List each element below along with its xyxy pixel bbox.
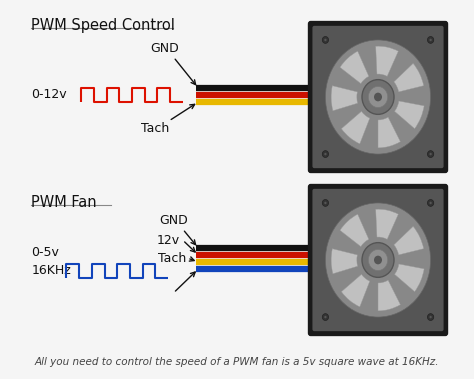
Circle shape: [428, 151, 434, 158]
Circle shape: [362, 243, 394, 277]
Wedge shape: [341, 274, 370, 307]
FancyBboxPatch shape: [312, 189, 444, 331]
Circle shape: [428, 36, 434, 43]
Circle shape: [326, 203, 430, 317]
Wedge shape: [340, 51, 369, 84]
Wedge shape: [376, 46, 398, 76]
Wedge shape: [378, 117, 401, 148]
Text: Tach: Tach: [158, 252, 187, 265]
FancyBboxPatch shape: [312, 26, 444, 168]
Circle shape: [428, 314, 434, 321]
Wedge shape: [378, 280, 401, 311]
Wedge shape: [331, 86, 358, 111]
Wedge shape: [340, 214, 369, 247]
Wedge shape: [341, 111, 370, 144]
Circle shape: [429, 153, 432, 155]
Circle shape: [326, 40, 430, 154]
Circle shape: [322, 36, 328, 43]
Text: 16KHz: 16KHz: [31, 265, 71, 277]
Wedge shape: [331, 249, 358, 274]
Text: GND: GND: [159, 213, 188, 227]
FancyBboxPatch shape: [308, 184, 448, 336]
Circle shape: [322, 314, 328, 321]
Circle shape: [324, 202, 327, 204]
Circle shape: [324, 316, 327, 318]
Text: 0-12v: 0-12v: [31, 89, 67, 102]
Wedge shape: [376, 209, 398, 239]
Circle shape: [368, 249, 388, 271]
Circle shape: [428, 199, 434, 206]
Text: Tach: Tach: [141, 122, 169, 135]
Circle shape: [374, 256, 382, 264]
Circle shape: [322, 151, 328, 158]
Circle shape: [429, 316, 432, 318]
Circle shape: [374, 92, 382, 101]
Wedge shape: [394, 101, 424, 129]
Text: 12v: 12v: [156, 233, 180, 246]
Wedge shape: [394, 264, 424, 292]
FancyBboxPatch shape: [308, 21, 448, 173]
Circle shape: [429, 202, 432, 204]
Circle shape: [368, 86, 388, 108]
Circle shape: [322, 199, 328, 206]
Wedge shape: [394, 226, 424, 255]
Text: GND: GND: [150, 41, 179, 55]
Text: PWM Fan: PWM Fan: [31, 195, 97, 210]
Circle shape: [429, 39, 432, 41]
Circle shape: [324, 153, 327, 155]
Circle shape: [362, 80, 394, 114]
Text: PWM Speed Control: PWM Speed Control: [31, 18, 175, 33]
Text: All you need to control the speed of a PWM fan is a 5v square wave at 16KHz.: All you need to control the speed of a P…: [35, 357, 439, 367]
Wedge shape: [394, 63, 424, 92]
Text: 0-5v: 0-5v: [31, 246, 59, 260]
Circle shape: [324, 39, 327, 41]
